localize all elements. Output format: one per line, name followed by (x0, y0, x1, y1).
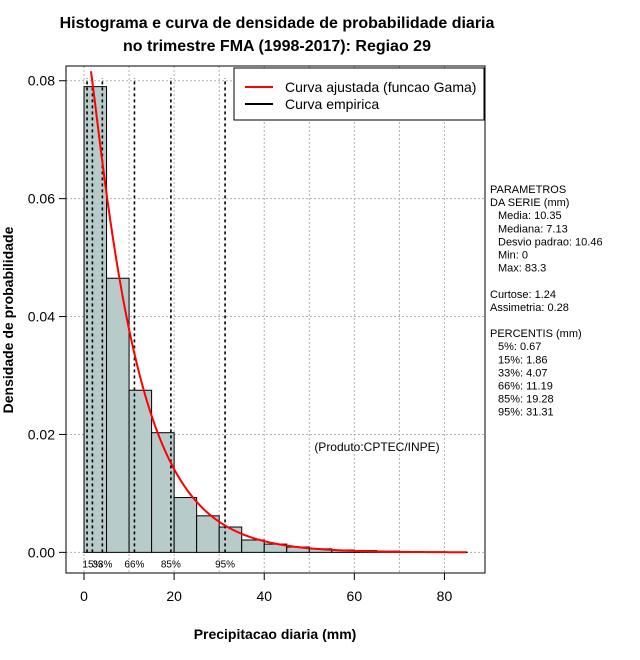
y-tick-label: 0.08 (28, 73, 55, 89)
side-panel-line: 66%: 11.19 (498, 381, 553, 393)
y-axis-label: Densidade de probabilidade (0, 226, 16, 413)
percentile-lines: 15%33% 66% 85% 95% (82, 78, 235, 570)
x-tick-label: 60 (347, 588, 363, 604)
side-panel-line: 33%: 4.07 (498, 367, 548, 379)
y-tick-label: 0.06 (28, 191, 55, 207)
histogram-bar (196, 515, 220, 553)
legend-entry-fitted: Curva ajustada (funcao Gama) (285, 79, 476, 95)
y-tick-label: 0.04 (28, 309, 55, 325)
fitted-gamma-curve (90, 71, 467, 554)
side-panel-line: DA SERIE (mm) (490, 197, 569, 209)
y-tick-label: 0.02 (28, 426, 55, 442)
histogram-bar (173, 497, 198, 553)
x-axis: 0 20 40 60 80 (80, 572, 453, 604)
side-panel-line: 5%: 0.67 (498, 341, 541, 353)
x-tick-label: 80 (437, 588, 453, 604)
chart-title-line-1: Histograma e curva de densidade de proba… (60, 15, 495, 32)
side-panel-line: Mediana: 7.13 (498, 223, 568, 235)
x-tick-label: 20 (166, 588, 182, 604)
legend: Curva ajustada (funcao Gama) Curva empir… (233, 67, 485, 121)
side-panel-line: PERCENTIS (mm) (490, 328, 582, 340)
percentile-label: 33% (92, 559, 112, 570)
side-panel-line: Desvio padrao: 10.46 (498, 236, 603, 248)
percentile-label: 15% (82, 559, 102, 570)
histogram-bar (218, 526, 243, 553)
side-panel-line: 15%: 1.86 (498, 354, 548, 366)
histogram-bar (241, 539, 265, 553)
histogram-bar (83, 86, 108, 553)
y-axis: 0.00 0.02 0.04 0.06 0.08 (28, 73, 67, 560)
side-panel-line: Media: 10.35 (498, 210, 562, 222)
side-panel-line: Max: 83.3 (498, 263, 546, 275)
x-tick-label: 0 (80, 588, 88, 604)
histogram-bar (106, 277, 130, 553)
side-panel-line: Assimetria: 0.28 (490, 302, 569, 314)
percentile-label: 85% (161, 559, 181, 570)
credit-annotation: (Produto:CPTEC/INPE) (314, 440, 439, 454)
percentile-label: 66% (124, 559, 144, 570)
side-panel-line: 85%: 19.28 (498, 394, 554, 406)
legend-entry-empirical: Curva empirica (285, 96, 379, 112)
side-panel-line: Curtose: 1.24 (490, 289, 556, 301)
side-panel-line: Min: 0 (498, 250, 528, 262)
side-panel-line: 95%: 31.31 (498, 407, 554, 419)
histogram-bar (128, 389, 153, 553)
fitted-curve-layer (90, 71, 467, 554)
x-axis-label: Precipitacao diaria (mm) (194, 626, 357, 642)
percentile-label: 95% (215, 559, 235, 570)
histogram-bar (151, 432, 175, 553)
legend-box (233, 67, 485, 121)
histogram-bars (83, 86, 468, 554)
chart-title-line-2: no trimestre FMA (1998-2017): Regiao 29 (123, 38, 431, 55)
side-panel-line: PARAMETROS (490, 184, 566, 196)
x-tick-label: 40 (256, 588, 272, 604)
y-tick-label: 0.00 (28, 544, 55, 560)
